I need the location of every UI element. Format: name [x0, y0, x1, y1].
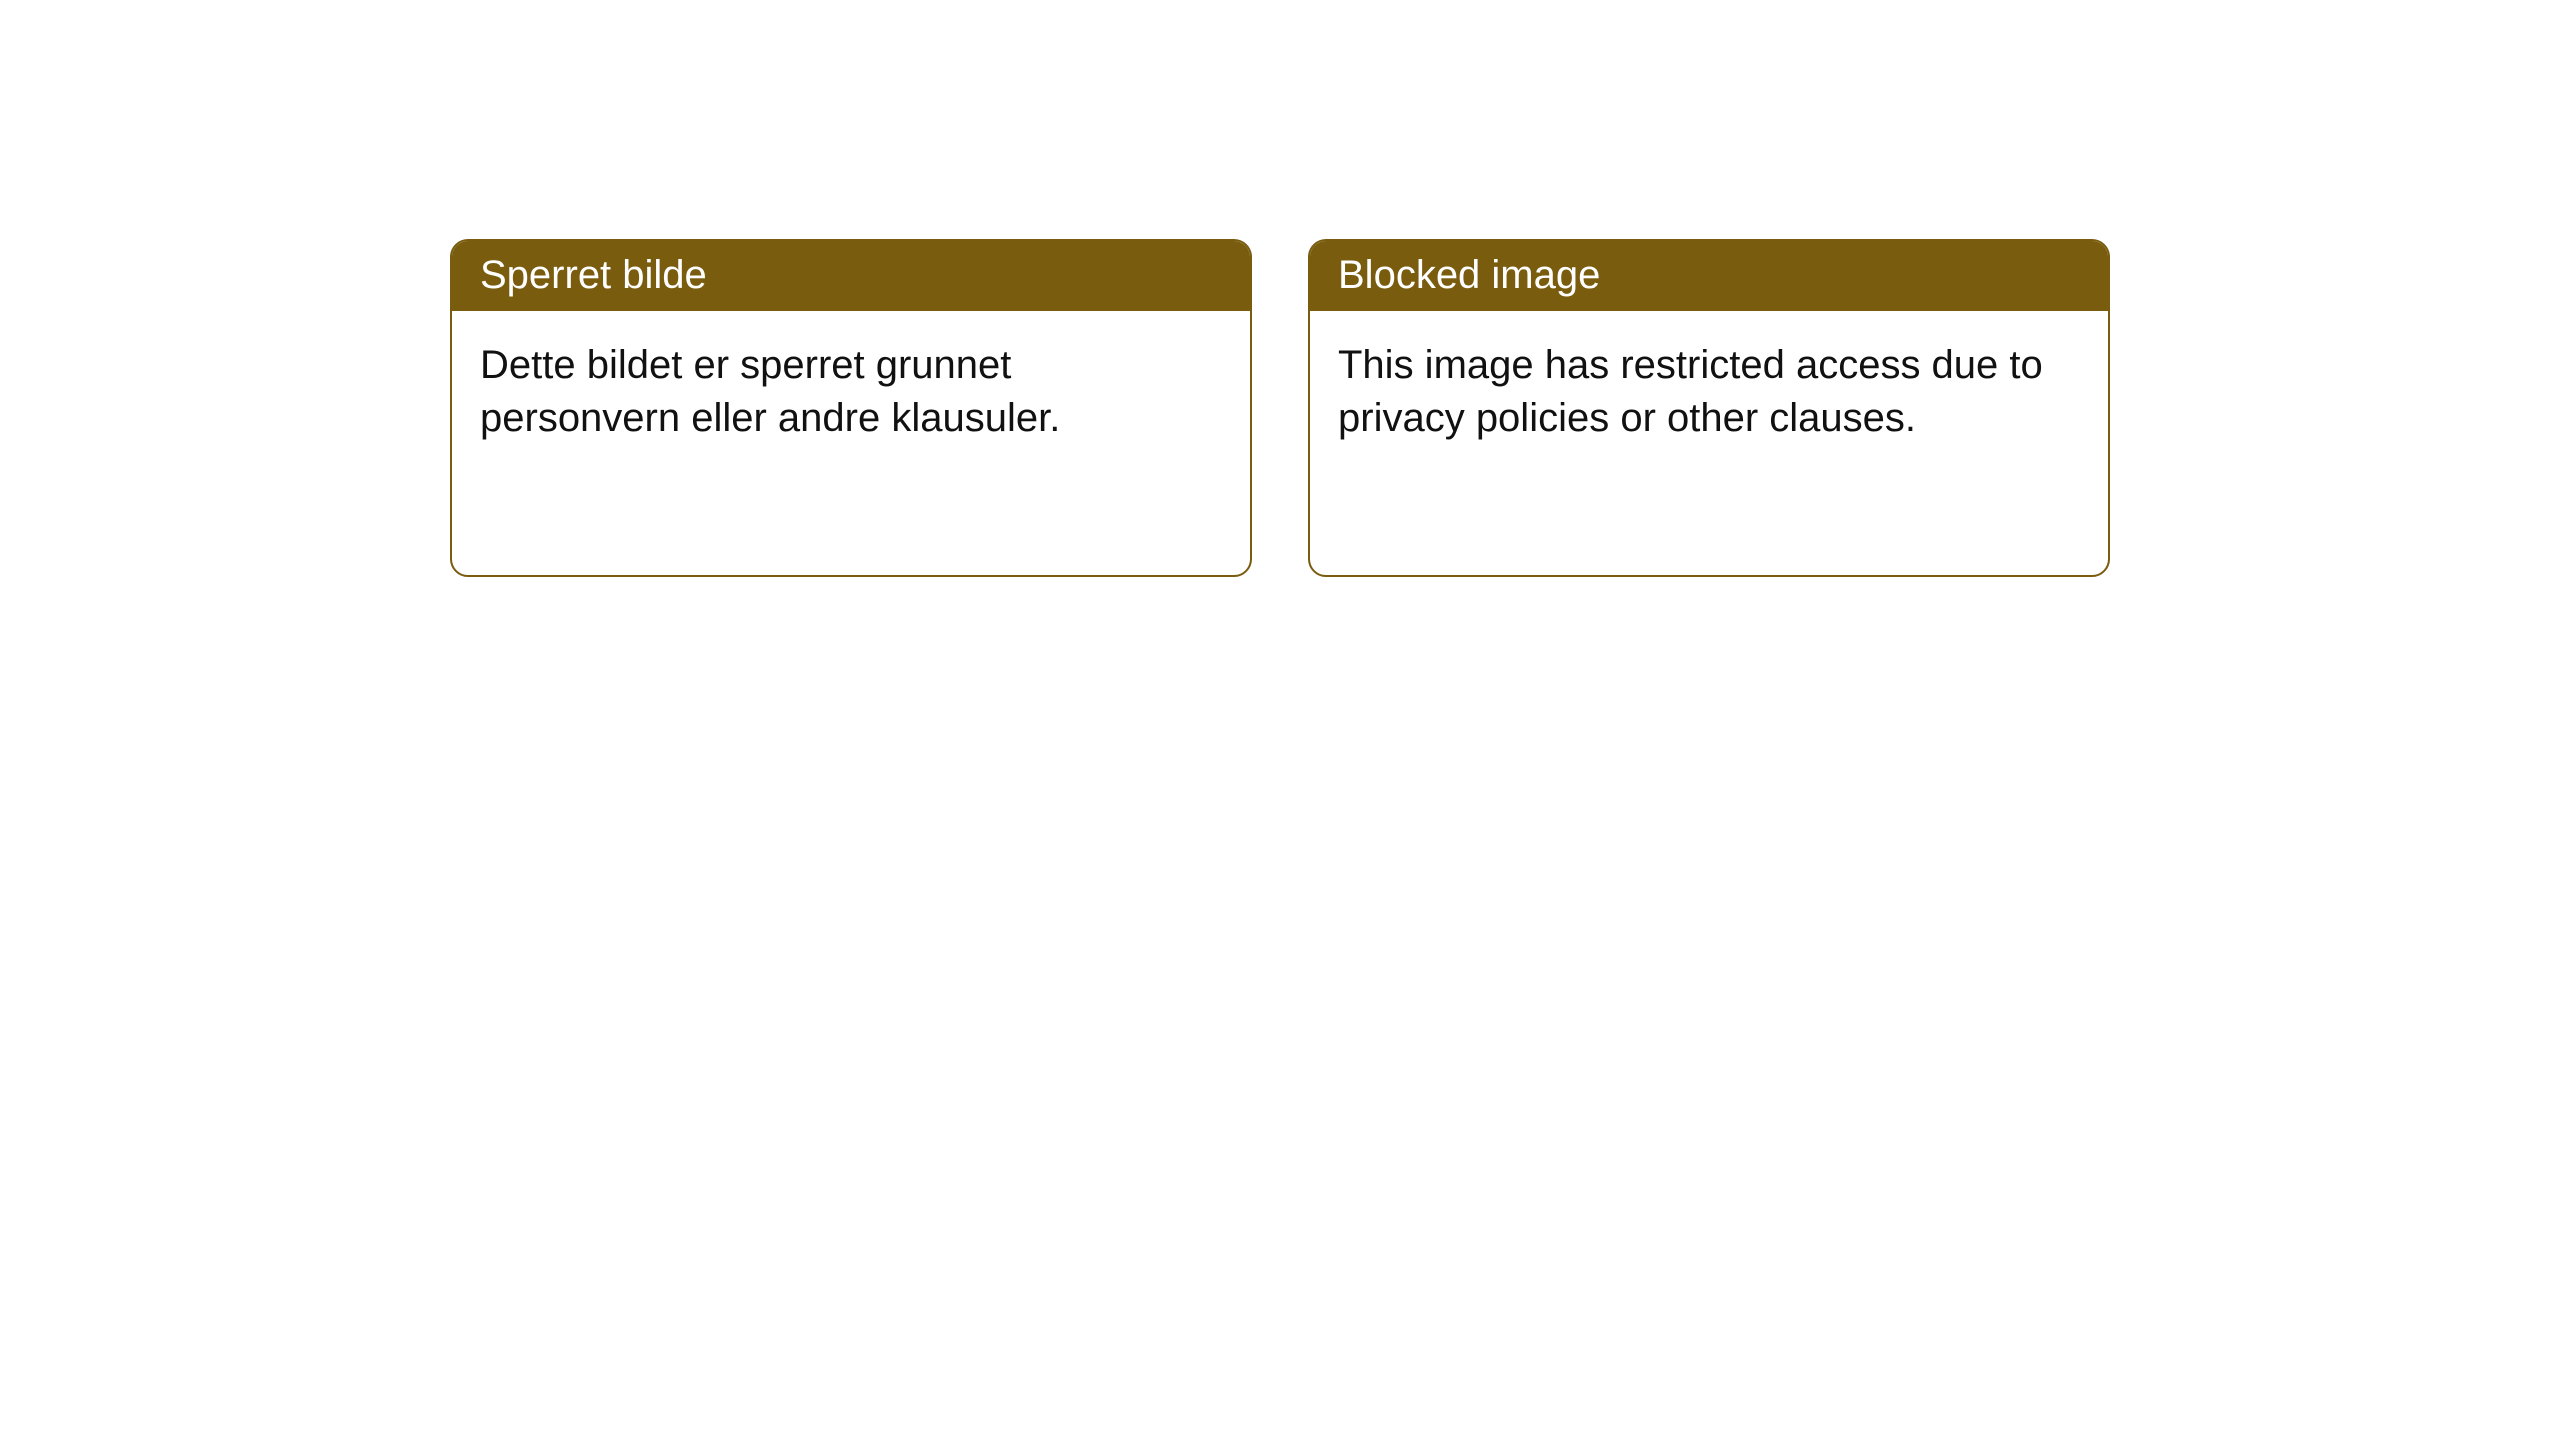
- card-body: This image has restricted access due to …: [1310, 311, 2108, 575]
- card-body-text: Dette bildet er sperret grunnet personve…: [480, 343, 1060, 440]
- card-header: Sperret bilde: [452, 241, 1250, 311]
- card-body: Dette bildet er sperret grunnet personve…: [452, 311, 1250, 575]
- notice-cards-container: Sperret bilde Dette bildet er sperret gr…: [450, 239, 2110, 577]
- notice-card-norwegian: Sperret bilde Dette bildet er sperret gr…: [450, 239, 1252, 577]
- card-title: Blocked image: [1338, 253, 1600, 297]
- card-header: Blocked image: [1310, 241, 2108, 311]
- card-body-text: This image has restricted access due to …: [1338, 343, 2043, 440]
- card-title: Sperret bilde: [480, 253, 707, 297]
- notice-card-english: Blocked image This image has restricted …: [1308, 239, 2110, 577]
